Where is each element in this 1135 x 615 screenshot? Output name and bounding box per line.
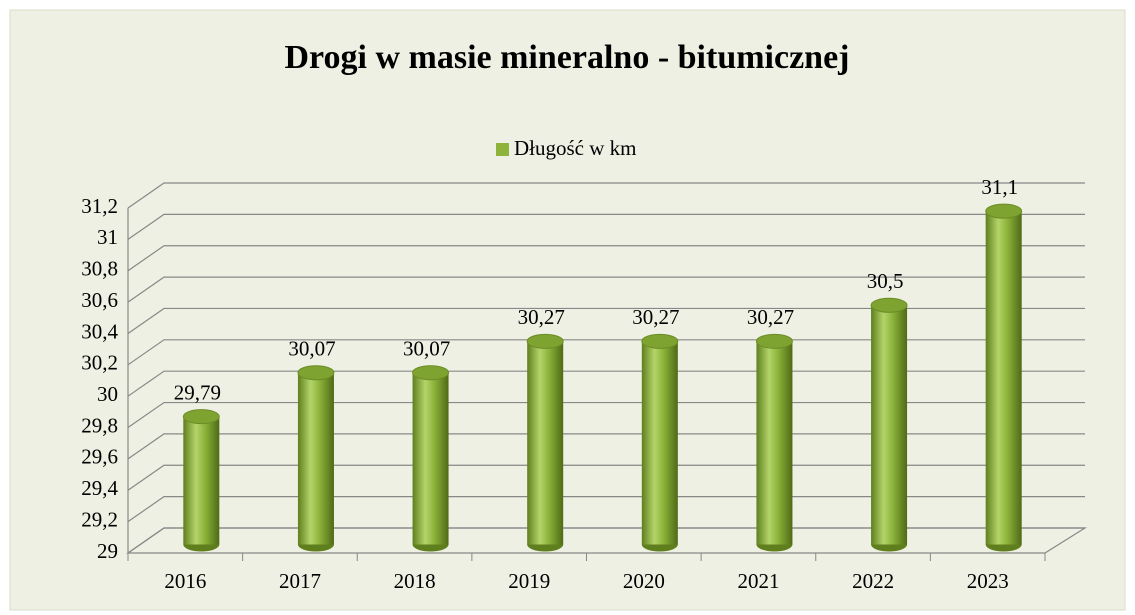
data-label: 31,1 <box>981 175 1018 199</box>
y-tick-label: 29,4 <box>81 476 118 500</box>
grid-line <box>127 182 1085 209</box>
x-tick-label: 2023 <box>967 569 1009 593</box>
y-tick-label: 30,2 <box>81 351 118 375</box>
y-tick-label: 29,8 <box>81 413 118 437</box>
data-label: 30,27 <box>747 305 794 329</box>
bar <box>985 211 1022 545</box>
x-tick-label: 2017 <box>279 569 321 593</box>
x-tick-label: 2019 <box>508 569 550 593</box>
bar <box>412 372 449 545</box>
bar <box>871 305 908 545</box>
grid-line <box>127 213 1085 240</box>
data-label: 30,27 <box>632 305 679 329</box>
data-label: 30,07 <box>403 337 450 361</box>
y-tick-label: 30 <box>97 382 118 406</box>
y-tick-label: 29,2 <box>81 507 118 531</box>
bar <box>641 341 678 545</box>
x-tick-label: 2020 <box>623 569 665 593</box>
legend-label: Długość w km <box>514 136 637 160</box>
y-tick-label: 31,2 <box>81 194 118 218</box>
x-tick-label: 2021 <box>737 569 779 593</box>
data-label: 30,27 <box>518 305 565 329</box>
grid-line <box>127 307 1085 334</box>
y-tick-label: 30,4 <box>81 319 118 343</box>
x-tick-label: 2016 <box>164 569 206 593</box>
bar-top <box>870 297 908 313</box>
grid-line <box>127 245 1085 272</box>
bar-top <box>641 333 679 349</box>
bar <box>297 372 334 545</box>
bar-top <box>182 409 220 425</box>
bar <box>183 416 220 545</box>
x-tick-label: 2022 <box>852 569 894 593</box>
bar-top <box>297 365 335 381</box>
data-label: 30,5 <box>867 269 904 293</box>
y-tick-label: 31 <box>97 225 118 249</box>
legend-swatch <box>496 143 509 156</box>
bar <box>527 341 564 545</box>
bar-top <box>412 365 450 381</box>
bar-top <box>526 333 564 349</box>
bar-top <box>985 203 1023 219</box>
bar-top <box>755 333 793 349</box>
y-tick-label: 30,6 <box>81 288 118 312</box>
bar <box>756 341 793 545</box>
data-label: 29,79 <box>174 380 221 404</box>
data-label: 30,07 <box>288 337 335 361</box>
background <box>9 9 1126 611</box>
grid-line <box>127 276 1085 303</box>
y-tick-label: 30,8 <box>81 257 118 281</box>
chart-title: Drogi w masie mineralno - bitumicznej <box>284 39 849 76</box>
x-tick-label: 2018 <box>394 569 436 593</box>
y-tick-label: 29,6 <box>81 445 118 469</box>
y-tick-label: 29 <box>97 539 118 563</box>
